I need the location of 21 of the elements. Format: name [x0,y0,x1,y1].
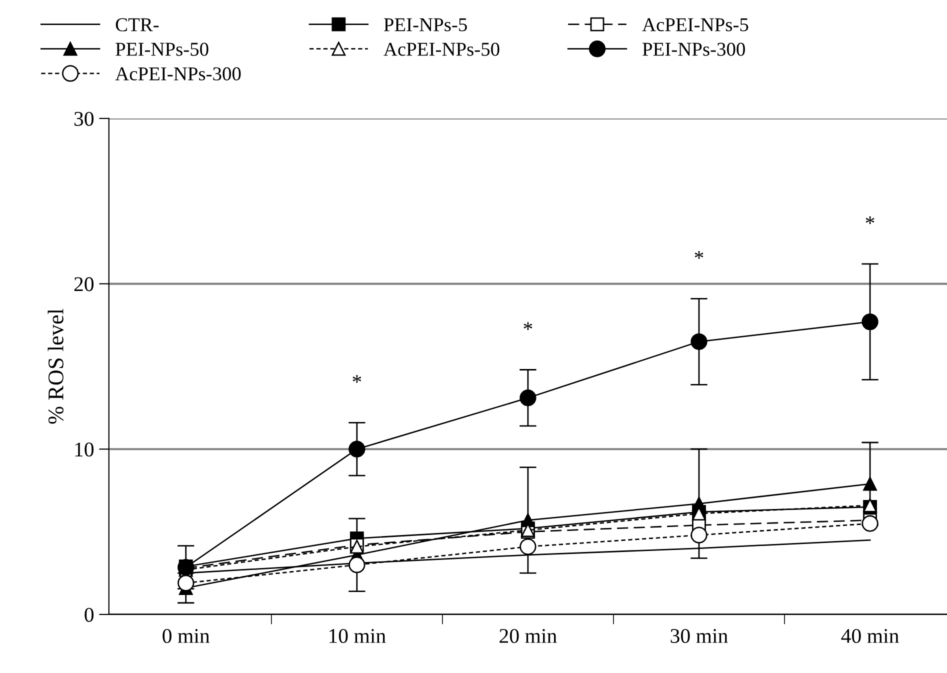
annotation: * [694,251,704,259]
x-tick-label: 40 min [841,628,899,643]
x-tick-label: 20 min [500,628,557,643]
legend-label: PEI-NPs-5 [384,18,467,32]
x-tick-label: 10 min [330,628,386,643]
legend-label: PEI-NPs-50 [116,42,208,56]
y-tick-label: 10 [75,442,94,457]
y-axis-title: % ROS level [48,308,64,424]
legend-label: PEI-NPs-300 [642,42,745,56]
y-tick-label: 30 [74,112,94,126]
x-tick-label: 0 min [162,628,210,643]
annotation: * [866,216,874,224]
y-tick-label: 20 [74,277,94,292]
legend-label: AcPEI-NPs-5 [642,18,748,32]
x-tick-label: 30 min [670,628,728,643]
annotation: * [524,322,532,330]
annotation: * [352,375,362,383]
legend-label: CTR- [116,18,159,32]
y-tick-label: 0 [84,608,94,622]
legend-label: AcPEI-NPs-50 [384,42,500,56]
legend-label: AcPEI-NPs-300 [115,67,241,80]
